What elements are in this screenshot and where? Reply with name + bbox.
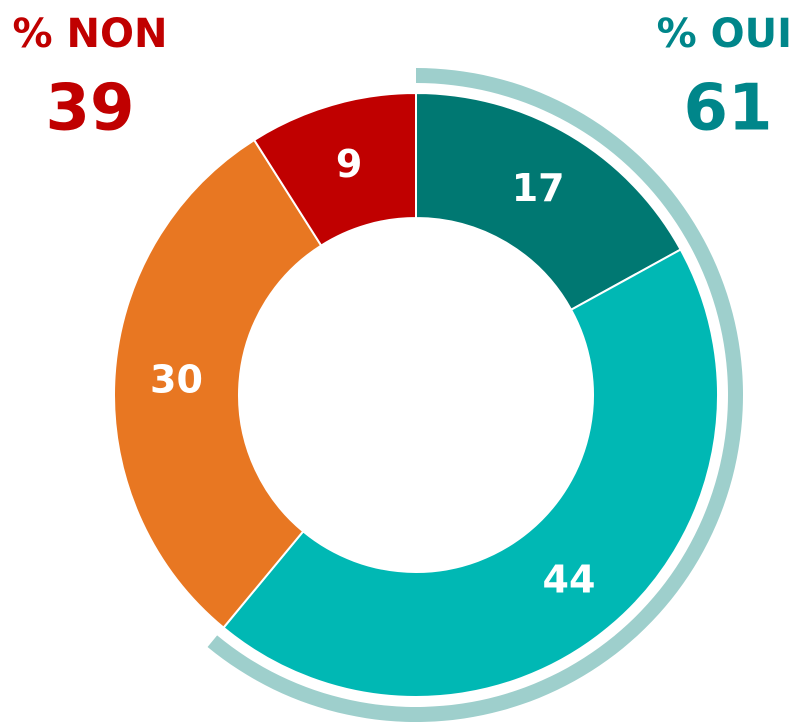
group-value: 61 — [683, 72, 772, 146]
slice-label: 30 — [150, 357, 203, 401]
slice-label: 9 — [336, 142, 362, 186]
slice-label: 44 — [543, 557, 596, 601]
group-value: 39 — [45, 72, 134, 146]
group-label: % OUI — [657, 11, 792, 57]
slice-label: 17 — [512, 166, 565, 210]
group-label: % NON — [13, 11, 168, 57]
donut-slice — [113, 138, 323, 630]
donut-slice — [222, 248, 719, 698]
donut-slice — [415, 91, 683, 312]
donut-slice — [252, 91, 417, 247]
